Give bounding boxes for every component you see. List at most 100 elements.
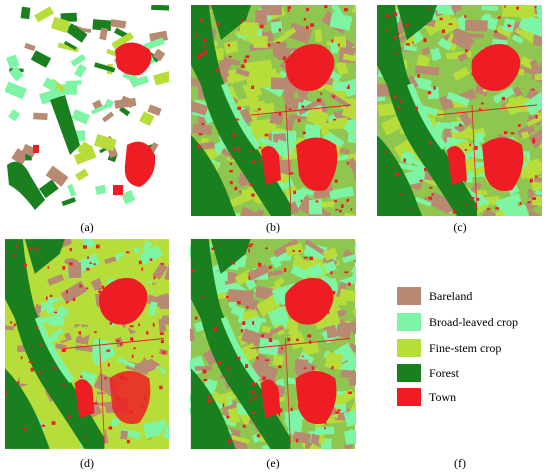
forest-area: [211, 5, 251, 40]
field: [446, 91, 470, 107]
field: [111, 261, 123, 275]
road: [250, 338, 351, 349]
town-speck: [252, 321, 255, 325]
town-speck: [86, 267, 90, 271]
town-speck: [62, 266, 66, 270]
field: [458, 145, 485, 163]
town-speck: [481, 102, 484, 105]
parcel: [42, 77, 58, 92]
forest-area: [210, 239, 251, 274]
field: [191, 100, 209, 116]
town-main: [98, 277, 148, 325]
field: [514, 27, 538, 45]
field: [313, 189, 330, 200]
town-speck: [474, 145, 478, 150]
field: [5, 334, 26, 348]
field: [241, 96, 256, 104]
field: [148, 301, 158, 316]
town-speck: [464, 179, 467, 183]
town-speck: [116, 339, 120, 342]
field: [338, 352, 356, 375]
field: [152, 262, 168, 280]
field: [351, 5, 356, 16]
town-speck: [465, 203, 468, 206]
town-speck: [287, 6, 292, 9]
road: [99, 338, 105, 443]
field: [329, 186, 355, 200]
town-speck: [146, 331, 149, 335]
town-speck: [202, 38, 207, 43]
town-speck: [335, 411, 340, 414]
town-west: [261, 146, 281, 185]
town-speck: [72, 297, 76, 301]
town-speck: [310, 23, 315, 27]
town-speck: [41, 424, 46, 427]
town-speck: [231, 262, 236, 265]
town-speck: [262, 376, 266, 381]
field: [154, 337, 167, 350]
field: [466, 33, 484, 38]
field: [82, 364, 92, 372]
town-speck: [106, 349, 111, 352]
town-speck: [248, 399, 252, 402]
field: [247, 264, 270, 281]
town-speck: [507, 24, 510, 27]
parcel: [57, 42, 79, 53]
town-speck: [350, 208, 353, 211]
field: [343, 118, 356, 134]
parcel: [139, 111, 155, 127]
parcel: [65, 80, 82, 86]
field: [212, 271, 228, 282]
field: [314, 29, 323, 43]
field: [272, 41, 288, 58]
town-speck: [427, 91, 432, 95]
field: [269, 112, 284, 125]
field: [238, 206, 260, 216]
town-speck: [237, 301, 241, 305]
town-speck: [20, 356, 23, 360]
town-speck: [61, 348, 66, 353]
town-speck: [24, 263, 27, 267]
field: [324, 352, 344, 370]
parcel: [6, 83, 21, 96]
field: [533, 176, 542, 185]
town-speck: [69, 262, 73, 266]
legend-item-forest: Forest: [397, 364, 459, 382]
town-speck: [406, 43, 410, 46]
town-speck: [429, 197, 432, 200]
field: [304, 124, 321, 140]
field: [329, 12, 353, 31]
parcel: [21, 143, 37, 158]
town-speck: [427, 7, 431, 10]
town-speck: [53, 311, 58, 314]
town-speck: [66, 301, 69, 304]
field: [227, 407, 241, 424]
field: [118, 256, 135, 268]
town-speck: [267, 43, 271, 47]
town-speck: [249, 243, 254, 246]
town-speck: [393, 95, 397, 99]
town-speck: [95, 244, 100, 249]
town-speck: [202, 369, 207, 374]
town-speck: [85, 287, 89, 290]
parcel: [93, 134, 117, 152]
field: [532, 32, 542, 47]
town-speck: [305, 25, 309, 30]
town-speck: [162, 351, 166, 354]
town-speck: [348, 391, 352, 394]
town-west: [260, 379, 281, 419]
town-speck: [5, 392, 8, 395]
town-speck: [198, 54, 202, 59]
town-speck: [283, 268, 287, 272]
town-speck: [324, 427, 327, 430]
town-speck: [28, 361, 33, 364]
town-speck: [504, 131, 508, 135]
field: [240, 328, 266, 348]
town-speck: [152, 324, 155, 327]
caption-d: (d): [80, 456, 94, 470]
field: [346, 157, 356, 174]
legend-label-forest: Forest: [429, 365, 459, 380]
town-speck: [204, 50, 208, 54]
field: [398, 162, 423, 173]
field: [343, 76, 356, 97]
